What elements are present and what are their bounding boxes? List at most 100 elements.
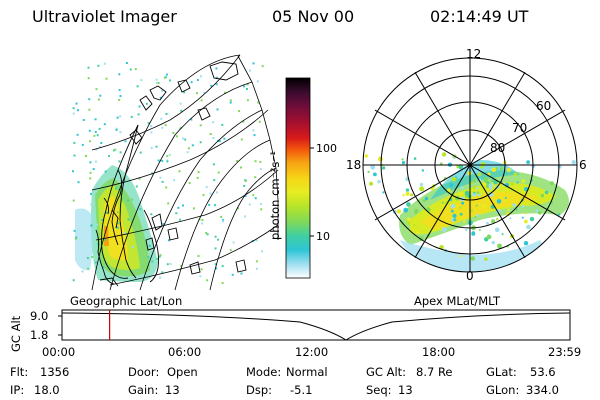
dsp-value: -5.1 [290, 383, 313, 397]
speckle [105, 211, 108, 214]
speckle [157, 159, 160, 162]
lat-label-80: 80 [490, 141, 505, 155]
speckle [478, 193, 481, 197]
glon-label: GLon: [486, 383, 520, 397]
speckle [99, 94, 102, 97]
speckle [159, 254, 162, 257]
speckle [72, 112, 75, 115]
speckle [175, 135, 178, 138]
speckle [212, 163, 215, 166]
flt-label: Flt: [10, 365, 29, 379]
speckle [102, 266, 105, 269]
speckle [89, 140, 91, 143]
speckle [413, 223, 416, 226]
speckle [188, 182, 191, 184]
speckle [114, 148, 117, 151]
speckle [377, 180, 381, 184]
speckle [526, 160, 530, 165]
speckle [72, 199, 75, 202]
lat-lon-grid [91, 54, 279, 291]
speckle [260, 203, 263, 205]
altitude-timeline: GC Alt 9.0 1.8 [9, 309, 571, 352]
speckle [470, 256, 476, 261]
speckle [222, 219, 225, 222]
speckle [477, 172, 482, 177]
speckle [119, 151, 122, 154]
speckle [229, 101, 232, 104]
speckle [521, 179, 526, 184]
speckle [456, 204, 459, 207]
speckle [95, 88, 98, 91]
speckle [162, 223, 165, 225]
door-value: Open [167, 365, 198, 379]
speckle [488, 192, 494, 197]
speckle [201, 219, 204, 221]
speckle [524, 187, 529, 192]
speckle [178, 170, 181, 173]
speckle [450, 209, 454, 213]
speckle [467, 171, 472, 176]
speckle [364, 154, 368, 158]
speckle [524, 212, 527, 215]
speckle [91, 256, 94, 258]
speckle [221, 282, 224, 285]
speckle [130, 115, 133, 118]
speckle [224, 91, 226, 94]
ip-label: IP: [10, 383, 25, 397]
speckle [88, 108, 91, 111]
speckle [77, 109, 79, 112]
speckle [81, 270, 84, 273]
speckle [161, 126, 164, 129]
speckle [118, 89, 121, 92]
speckle [90, 203, 93, 206]
speckle [87, 267, 90, 270]
mlt-label-12: 12 [466, 47, 481, 61]
speckle [104, 170, 107, 173]
speckle [261, 250, 263, 253]
speckle [382, 191, 385, 194]
speckle [196, 79, 199, 81]
speckle [115, 128, 118, 131]
speckle [401, 161, 406, 165]
right-panel-label: Apex MLat/MLT [414, 294, 501, 308]
speckle [164, 124, 167, 127]
speckle [137, 113, 140, 116]
speckle [199, 124, 202, 127]
timeline-y-axis-label: GC Alt [9, 315, 23, 352]
speckle [135, 185, 138, 188]
date-label: 05 Nov 00 [272, 7, 355, 26]
speckle [489, 187, 493, 190]
speckle [215, 267, 218, 270]
speckle [440, 162, 443, 165]
speckle [200, 75, 202, 78]
speckle [402, 194, 405, 197]
speckle [419, 186, 425, 192]
speckle [406, 217, 411, 222]
speckle [216, 191, 219, 194]
speckle [261, 65, 264, 68]
speckle [147, 122, 150, 125]
speckle [373, 172, 377, 177]
speckle [168, 153, 171, 156]
dsp-label: Dsp: [246, 383, 273, 397]
speckle [249, 69, 251, 72]
speckle [129, 68, 132, 71]
speckle [240, 166, 242, 169]
speckle [76, 133, 79, 136]
speckle [396, 209, 402, 214]
speckle [501, 233, 504, 236]
speckle [137, 279, 140, 281]
speckle [256, 80, 259, 83]
speckle [242, 120, 245, 123]
speckle [217, 171, 220, 174]
speckle [85, 155, 87, 157]
speckle [184, 138, 187, 141]
altitude-curve [61, 312, 571, 341]
speckle [488, 183, 494, 189]
speckle [96, 134, 99, 137]
speckle [440, 203, 444, 207]
speckle [367, 170, 370, 174]
speckle [94, 160, 97, 163]
speckle [232, 241, 235, 244]
speckle [452, 213, 457, 218]
